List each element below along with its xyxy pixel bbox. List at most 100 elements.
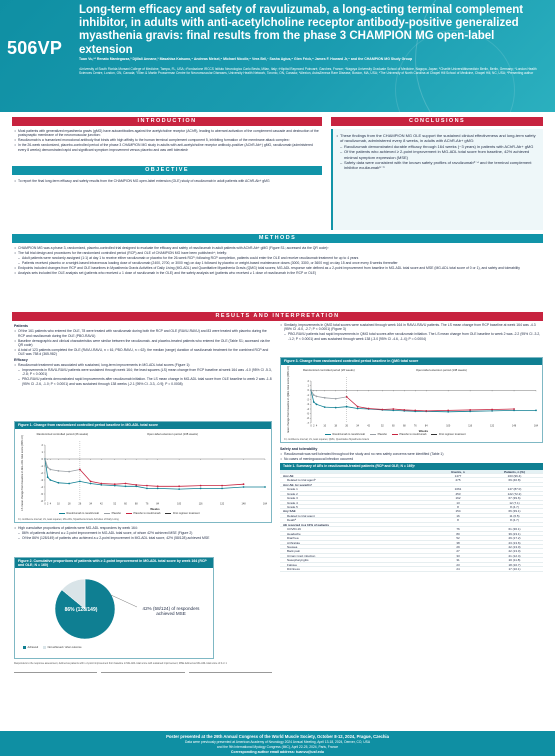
data-point [46,466,49,469]
table-cell: 22 (13.0) [508,549,521,554]
section-objective: OBJECTIVE [12,166,322,175]
objective-text: To report the final long-term efficacy a… [14,179,320,184]
table-cell: 80 [456,531,460,536]
poster-id: 506VP [7,38,63,58]
subheading-efficacy: Efficacy [14,357,28,362]
x-tick-label: 68 [135,503,138,506]
data-point [49,468,52,471]
rcp-period-label: Randomized controlled period (26 weeks) [303,368,355,372]
references-block [14,672,272,728]
poster-header: 506VP Long-term efficacy and safety of r… [0,0,555,112]
figure-2-legend: Achieved Not achieved / other outcome [23,646,82,649]
y-tick-label: -5 [307,412,310,416]
pie-slice-not-achieved [61,578,86,610]
table-header-cell: Patients, n (%) [504,469,525,474]
data-point [345,395,348,398]
data-point [146,484,148,487]
table-cell: Arthralgia [287,540,300,544]
table-row: Any AE 1477 163 (96.4) [280,473,543,479]
list-item: Most patients with generalized myastheni… [14,129,320,138]
data-point [178,488,181,490]
data-point [392,408,395,410]
table-cell: 33 [456,553,460,558]
data-point [135,485,138,488]
table-cell: 61 (36.1) [508,527,521,532]
y-tick-label: 2 [42,443,44,447]
y-tick-label: 1 [308,384,310,388]
data-point [89,480,92,483]
table-cell: Headache [287,531,301,536]
table-cell: 8 [457,505,459,509]
x-tick-label: 84 [425,425,428,428]
data-point [356,407,359,410]
results-right-text: Similarly, improvements in QMG total sco… [280,323,542,342]
data-point [323,406,326,409]
table-row: Back pain 27 22 (13.0) [280,549,543,554]
table-cell: Fatigue [287,562,298,567]
legend-item: Not achieved / other outcome [43,646,82,649]
table-cell: 1061 [454,487,462,492]
figure-2: Figure 2. Cumulative proportions of pati… [14,557,214,659]
data-point [242,483,245,486]
table-cell: 13 [456,500,460,505]
table-cell: Deathᵈ [287,518,297,522]
footer-contact: Corresponding author email address: tuan… [230,750,325,755]
list-item: Analysis sets included the OLE analysis … [14,271,542,276]
conclusions-text: These findings from the CHAMPION MG OLE … [336,133,540,171]
table-cell: 31 [456,558,460,563]
legend-item: First regimen treatment [431,433,466,436]
table-cell: 8 [457,518,459,523]
table-cell: Grade 2 [287,491,298,496]
data-point [513,408,515,410]
legend-item: Placebo to ravulizumab [125,512,160,515]
x-tick-label: 18 [334,425,337,428]
x-tick-label: 10 [57,503,60,506]
list-item: Ravulizumab was well tolerated throughou… [280,452,542,457]
table-body: Any AE 1477 163 (96.4) Related to trial age… [280,474,543,572]
list-item: These findings from the CHAMPION MG OLE … [336,133,540,143]
rcp-period-label: Randomized controlled period (26 weeks) [37,432,89,436]
table-cell: 147 (87.0) [507,487,522,492]
table-row: Nasopharyngitis 31 20 (11.8) [280,558,543,563]
list-item: Safety data were consistent with the kno… [336,160,540,170]
legend-item: Ravulizumab to ravulizumab [325,433,365,436]
table-cell: 39 (23.1) [508,531,521,536]
list-item: Baseline demographic and clinical charac… [14,339,272,348]
x-tick-label: 132 [490,425,495,428]
table-cell: Any AE, by severityᶜ [283,482,313,487]
table-cell: Any AE [283,473,294,478]
y-tick-label: -4 [41,485,44,489]
disclosures [188,672,272,674]
mse-callout: 42% (58/124) of responders achieved MSE [142,606,200,617]
table-cell: 154 [455,509,461,514]
table-row: Grade 1 1061 147 (87.0) [280,487,543,492]
x-tick-label: 18 [68,503,71,506]
data-point [381,408,384,411]
ole-period-label: Open-label extension period (138 weeks) [416,368,467,372]
callout-leader-line [110,594,138,608]
series-line-1 [44,458,80,473]
figure-2-footnote: Responders to the response assessment, d… [14,662,227,665]
table-cell: Urinary tract infection [287,553,316,558]
table-cell: 23 [456,562,460,567]
author-list: Tuan Vu,¹* Renato Mantegazza,² Djillali … [79,57,413,61]
data-point [113,483,116,486]
list-item: Similarly, improvements in QMG total sco… [280,323,542,332]
footer-congress: Poster presented at the 29th Annual Cong… [166,734,389,739]
table-cell: 11 (6.5) [509,513,520,518]
x-tick-label: 26 [79,503,82,506]
data-point [334,406,337,409]
table-cell: Grade 4 [287,500,298,504]
x-tick-label: 4 [50,503,52,506]
references [14,672,98,674]
x-tick-label: 2 [313,425,315,428]
y-tick-label: -6 [41,499,44,503]
x-tick-label: 0 [310,425,312,428]
data-point [124,482,127,485]
y-tick-label: -2 [307,398,310,402]
legend-item: Placebo [104,512,121,515]
table-cell: 18 (10.7) [508,562,521,567]
x-tick-label: 148 [512,425,517,428]
table-cell: Nausea [287,544,298,549]
list-item: In the 26-week randomized, placebo-contr… [14,143,320,152]
